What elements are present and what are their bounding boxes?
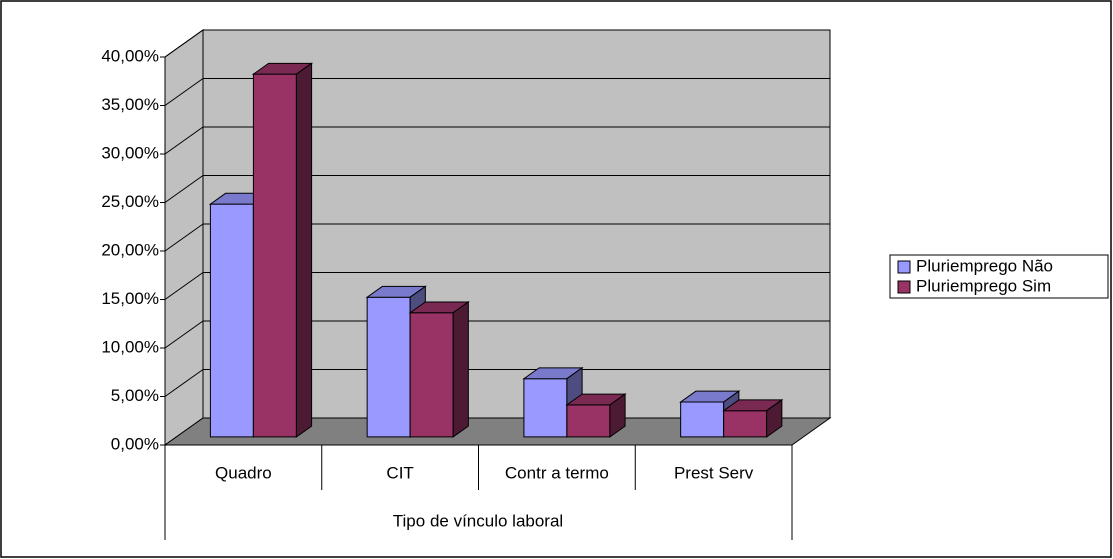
grid-line (164, 272, 204, 300)
grid-line (164, 223, 204, 252)
grid-line (164, 78, 204, 106)
x-axis-title: Tipo de vínculo laboral (393, 511, 563, 530)
x-tick-label: Contr a termo (505, 463, 609, 482)
x-tick-label: Quadro (215, 463, 272, 482)
bar-front (252, 73, 297, 438)
bar-front (366, 296, 411, 438)
grid-line (164, 29, 204, 58)
bar-side (452, 300, 469, 438)
bar-side (609, 393, 626, 438)
grid-line (164, 175, 204, 203)
legend-swatch (897, 260, 911, 274)
grid-line (164, 369, 204, 397)
bar-front (566, 404, 611, 438)
bar-side (295, 62, 313, 438)
y-tick-label: 0,00% (111, 434, 159, 453)
bar-side (766, 398, 783, 438)
bar-front (409, 312, 454, 438)
y-tick-label: 20,00% (101, 240, 159, 259)
x-tick-label: CIT (386, 463, 413, 482)
legend-swatch (897, 280, 911, 294)
legend-label: Pluriemprego Não (916, 256, 1053, 275)
y-tick-label: 30,00% (101, 143, 159, 162)
bar-front (680, 401, 725, 438)
bar-front (523, 378, 568, 438)
y-tick-label: 10,00% (101, 337, 159, 356)
legend (889, 254, 1109, 299)
y-tick-label: 15,00% (101, 289, 159, 308)
y-tick-label: 25,00% (101, 192, 159, 211)
legend-label: Pluriemprego Sim (916, 276, 1051, 295)
bar-front (209, 203, 254, 438)
grid-line (164, 320, 204, 349)
x-tick-label: Prest Serv (674, 463, 754, 482)
y-tick-label: 5,00% (111, 386, 159, 405)
grid-line (164, 126, 204, 155)
bar-front (723, 410, 768, 438)
y-tick-label: 40,00% (101, 46, 159, 65)
y-tick-label: 35,00% (101, 95, 159, 114)
